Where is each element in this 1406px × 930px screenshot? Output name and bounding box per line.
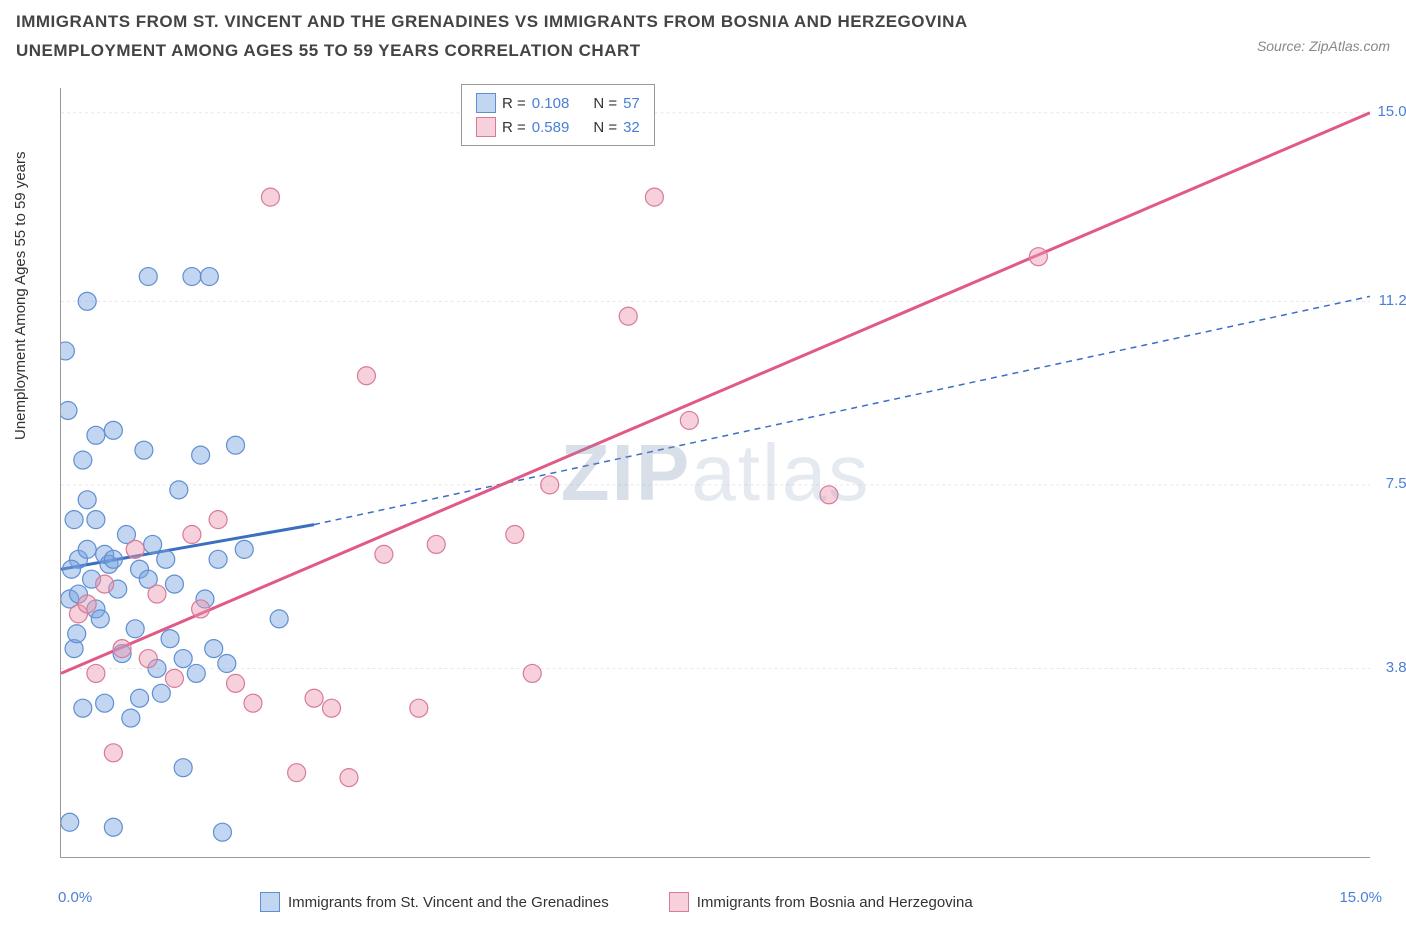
source-label: Source: ZipAtlas.com xyxy=(1257,38,1390,54)
x-axis-min-label: 0.0% xyxy=(58,889,92,906)
n-label: N = xyxy=(593,119,617,136)
y-tick-label: 7.5% xyxy=(1386,475,1406,492)
n-label: N = xyxy=(593,95,617,112)
y-axis-label: Unemployment Among Ages 55 to 59 years xyxy=(12,151,29,440)
chart-title: IMMIGRANTS FROM ST. VINCENT AND THE GREN… xyxy=(16,8,1116,66)
stats-legend-row: R = 0.589 N = 32 xyxy=(476,115,640,139)
series-1-name: Immigrants from St. Vincent and the Gren… xyxy=(288,894,609,911)
stats-legend-row: R = 0.108 N = 57 xyxy=(476,91,640,115)
legend-swatch-pink xyxy=(669,892,689,912)
bottom-legend: Immigrants from St. Vincent and the Gren… xyxy=(260,892,973,912)
scatter-svg xyxy=(61,88,1370,857)
stats-legend-box: R = 0.108 N = 57 R = 0.589 N = 32 xyxy=(461,84,655,146)
n-value-2: 32 xyxy=(623,119,640,136)
r-value-1: 0.108 xyxy=(532,95,570,112)
legend-swatch-blue xyxy=(476,93,496,113)
y-tick-label: 15.0% xyxy=(1377,103,1406,120)
y-tick-label: 3.8% xyxy=(1386,659,1406,676)
chart-plot-area: ZIPatlas R = 0.108 N = 57 R = 0.589 N = … xyxy=(60,88,1370,858)
legend-swatch-blue xyxy=(260,892,280,912)
r-label: R = xyxy=(502,119,526,136)
bottom-legend-item: Immigrants from Bosnia and Herzegovina xyxy=(669,892,973,912)
y-tick-label: 11.2% xyxy=(1379,292,1406,309)
legend-swatch-pink xyxy=(476,117,496,137)
x-axis-max-label: 15.0% xyxy=(1339,889,1382,906)
r-label: R = xyxy=(502,95,526,112)
n-value-1: 57 xyxy=(623,95,640,112)
bottom-legend-item: Immigrants from St. Vincent and the Gren… xyxy=(260,892,609,912)
series-2-name: Immigrants from Bosnia and Herzegovina xyxy=(697,894,973,911)
r-value-2: 0.589 xyxy=(532,119,570,136)
